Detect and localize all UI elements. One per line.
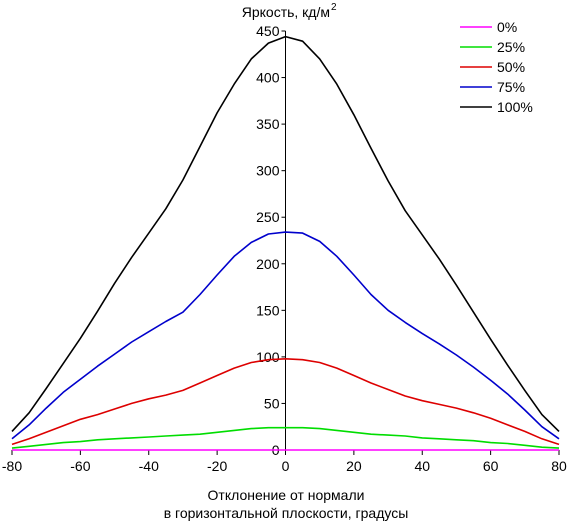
x-tick-label: 20 — [346, 458, 362, 474]
legend-label: 50% — [497, 59, 525, 75]
y-tick-label: 450 — [256, 23, 280, 39]
y-axis-title: Яркость, кд/м 2 — [242, 2, 337, 20]
y-axis-title-superscript: 2 — [331, 2, 337, 13]
y-tick-label: 50 — [264, 395, 280, 411]
y-tick-label: 200 — [256, 256, 280, 272]
y-tick-label: 250 — [256, 209, 280, 225]
legend-label: 25% — [497, 39, 525, 55]
y-tick-label: 300 — [256, 163, 280, 179]
x-tick-label: -80 — [2, 458, 22, 474]
x-tick-label: 80 — [551, 458, 567, 474]
x-axis-title-line1: Отклонение от нормали — [208, 487, 365, 503]
x-axis-title-line2: в горизонтальной плоскости, градусы — [164, 505, 409, 521]
x-axis: -80 -60 -40 -20 0 20 40 60 80 — [2, 449, 567, 474]
x-tick-label: 60 — [483, 458, 499, 474]
svg-text:Яркость, кд/м: Яркость, кд/м — [242, 4, 330, 20]
x-tick-label: 0 — [282, 458, 290, 474]
y-axis-title-text: Яркость, кд/м — [242, 4, 330, 20]
y-tick-label: 100 — [256, 349, 280, 365]
x-tick-label: -60 — [70, 458, 90, 474]
y-tick-label: 400 — [256, 70, 280, 86]
series-line-25pct — [11, 426, 560, 449]
series-lines — [11, 35, 560, 451]
x-tick-label: -20 — [207, 458, 227, 474]
legend-label: 100% — [497, 99, 533, 115]
legend-label: 0% — [497, 19, 517, 35]
y-tick-label: 150 — [256, 302, 280, 318]
series-line-100pct — [11, 35, 560, 432]
x-tick-label: -40 — [139, 458, 159, 474]
series-line-50pct — [11, 357, 560, 446]
series-line-75pct — [11, 231, 560, 440]
x-tick-label: 40 — [414, 458, 430, 474]
legend-label: 75% — [497, 79, 525, 95]
y-tick-label: 350 — [256, 116, 280, 132]
legend: 0% 25% 50% 75% 100% — [460, 19, 533, 115]
